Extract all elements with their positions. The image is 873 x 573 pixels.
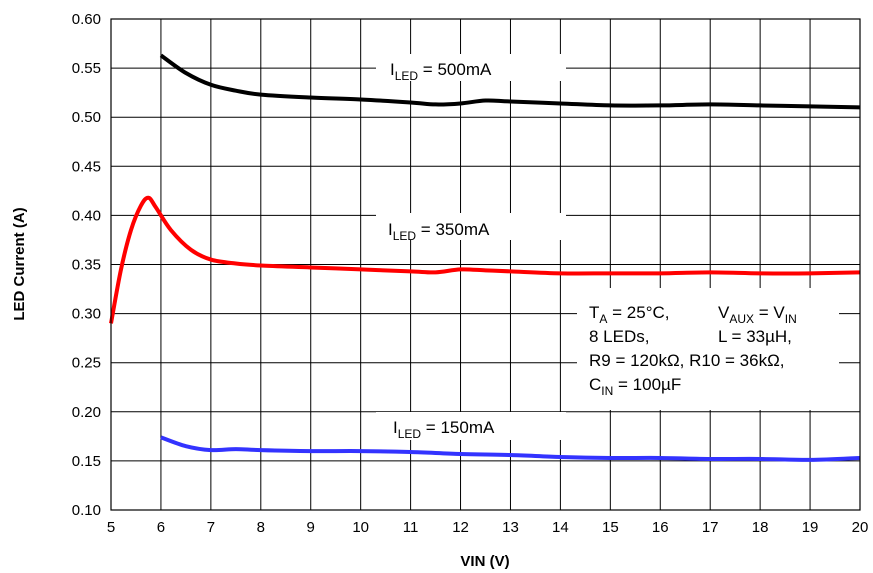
x-axis-title: VIN (V) <box>460 553 509 570</box>
x-tick-label: 18 <box>752 519 769 536</box>
label-500mA: ILED = 500mA <box>390 60 492 83</box>
x-tick-label: 19 <box>802 519 819 536</box>
label-500-bg <box>376 54 566 81</box>
series-line-1 <box>109 195 861 324</box>
label-350mA: ILED = 350mA <box>388 220 490 243</box>
conditions-line-4: CIN = 100µF <box>589 375 681 398</box>
y-tick-label: 0.10 <box>72 502 101 519</box>
x-tick-label: 13 <box>502 519 519 536</box>
conditions-line-1b: VAUX = VIN <box>718 303 797 326</box>
x-tick-label: 7 <box>207 519 215 536</box>
conditions-bg <box>577 288 839 410</box>
y-tick-label: 0.35 <box>72 257 101 274</box>
x-tick-label: 8 <box>257 519 265 536</box>
series-line-2 <box>160 435 861 462</box>
x-tick-label: 14 <box>552 519 569 536</box>
x-tick-label: 6 <box>157 519 165 536</box>
y-tick-label: 0.45 <box>72 158 101 175</box>
x-tick-labels: 5 6 7 8 9 10 11 12 13 14 15 16 17 18 19 20 <box>107 519 869 536</box>
conditions-line-1: TA = 25°C, <box>589 303 670 326</box>
y-tick-label: 0.30 <box>72 306 101 323</box>
x-tick-label: 15 <box>602 519 619 536</box>
x-tick-label: 11 <box>403 519 419 536</box>
conditions-line-2a: 8 LEDs, <box>589 327 649 346</box>
x-tick-label: 10 <box>352 519 369 536</box>
x-tick-label: 20 <box>852 519 869 536</box>
plot-frame <box>110 18 861 511</box>
x-tick-label: 9 <box>307 519 315 536</box>
x-tick-label: 5 <box>107 519 115 536</box>
series-line-0 <box>159 53 861 110</box>
y-tick-label: 0.50 <box>72 109 101 126</box>
x-tick-label: 17 <box>702 519 719 536</box>
series-lines <box>109 53 861 462</box>
y-tick-label: 0.55 <box>72 60 101 77</box>
label-150-bg <box>376 412 566 440</box>
y-tick-label: 0.60 <box>72 11 101 28</box>
x-tick-label: 12 <box>452 519 469 536</box>
y-tick-label: 0.40 <box>72 207 101 224</box>
y-tick-label: 0.15 <box>72 453 101 470</box>
x-tick-label: 16 <box>652 519 669 536</box>
conditions-line-2b: L = 33µH, <box>718 327 792 346</box>
label-150mA: ILED = 150mA <box>393 418 495 441</box>
conditions-line-3: R9 = 120kΩ, R10 = 36kΩ, <box>589 351 785 370</box>
y-axis-title: LED Current (A) <box>11 207 28 320</box>
y-tick-label: 0.20 <box>72 404 101 421</box>
y-tick-labels: 0.10 0.15 0.20 0.25 0.30 0.35 0.40 0.45 0.50 0.55… <box>72 11 101 519</box>
label-350-bg <box>376 213 566 240</box>
y-tick-label: 0.25 <box>72 355 101 372</box>
